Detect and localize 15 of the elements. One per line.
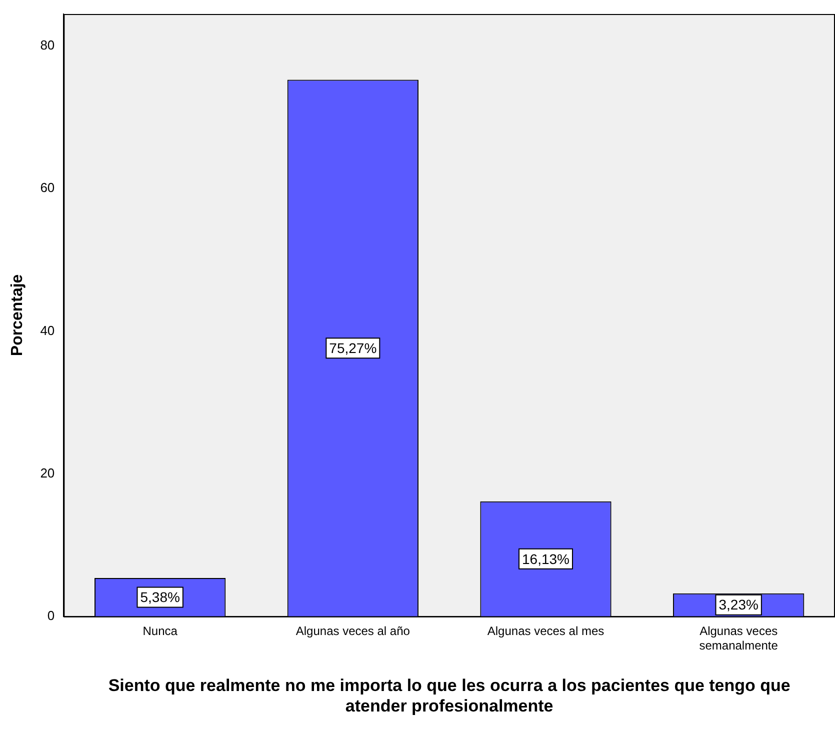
data-label: 75,27% xyxy=(329,340,377,356)
x-axis-title: Siento que realmente no me importa lo que les ocurra a los pacientes que tengo que atender profesionalmente xyxy=(108,676,790,716)
data-label: 16,13% xyxy=(522,550,570,567)
data-label: 3,23% xyxy=(718,596,758,613)
x-tick-label: Nunca xyxy=(142,624,178,638)
y-tick-label: 0 xyxy=(47,608,55,623)
x-tick-label: Algunas veces al mes xyxy=(487,624,604,638)
data-label: 5,38% xyxy=(140,589,180,606)
y-tick-label: 60 xyxy=(40,180,55,196)
y-tick-label: 40 xyxy=(40,322,55,338)
y-axis-title: Porcentaje xyxy=(9,274,26,356)
x-tick-label: Algunas veces semanalmente xyxy=(699,624,778,652)
y-tick-label: 80 xyxy=(40,38,55,53)
y-tick-label: 20 xyxy=(40,465,55,480)
x-tick-label: Algunas veces al año xyxy=(296,624,410,638)
